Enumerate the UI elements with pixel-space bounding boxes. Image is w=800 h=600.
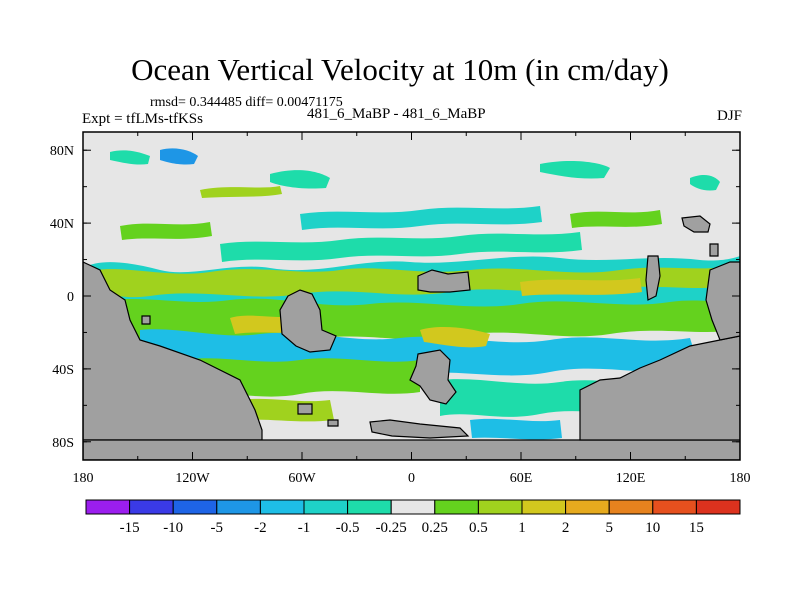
colorbar-label: 2 — [562, 520, 570, 536]
land-east-asia — [705, 261, 740, 341]
colorbar-swatch — [85, 499, 131, 515]
field-patch-17 — [300, 206, 542, 230]
colorbar-swatch — [521, 499, 567, 515]
land-island-2 — [409, 349, 457, 405]
field-patch-6 — [420, 327, 490, 348]
y-tick-label: 0 — [67, 290, 74, 305]
colorbar-swatch — [303, 499, 349, 515]
colorbar-label: 15 — [689, 520, 704, 536]
colorbar-label: 1 — [518, 520, 526, 536]
stats-line: rmsd= 0.344485 diff= 0.00471175 — [150, 95, 343, 110]
case-label: 481_6_MaBP - 481_6_MaBP — [307, 106, 486, 122]
axes: 180 120W 60W 0 60E 120E 180 80N 40N 0 40S 80S — [50, 132, 751, 486]
colorbar-swatch — [172, 499, 218, 515]
land-north-africa-block — [279, 289, 337, 353]
land-island-7 — [141, 315, 151, 325]
field-patch-15 — [690, 175, 720, 191]
land-island-5 — [369, 419, 470, 439]
land-south-america — [83, 261, 263, 441]
land-australia-region — [579, 335, 740, 441]
field-layer — [83, 148, 740, 460]
season-label: DJF — [716, 108, 742, 124]
colorbar-swatch — [565, 499, 610, 515]
colorbar-label: -0.5 — [336, 520, 360, 536]
colorbar: -15 -10 -5 -2 -1 -0.5 -0.25 0.25 0.5 1 2 5 10 15 — [85, 499, 741, 536]
y-tick-label: 40S — [52, 363, 74, 378]
colorbar-label: 10 — [645, 520, 660, 536]
land-island-9 — [709, 243, 719, 257]
x-tick-label: 180 — [73, 471, 94, 486]
colorbar-label: -5 — [211, 520, 224, 536]
colorbar-label: -10 — [163, 520, 183, 536]
colorbar-swatch — [216, 499, 261, 515]
field-patch-11 — [470, 418, 562, 440]
land-island-8 — [327, 419, 339, 427]
land-antarctica — [83, 439, 740, 460]
colorbar-label: 0.25 — [422, 520, 448, 536]
land-island-6 — [297, 403, 313, 415]
field-patch-18 — [120, 222, 212, 240]
colorbar-label: -0.25 — [376, 520, 407, 536]
x-tick-label: 60W — [288, 471, 316, 486]
colorbar-label: -1 — [298, 520, 311, 536]
land-island-3 — [645, 255, 661, 301]
colorbar-label: -2 — [254, 520, 267, 536]
colorbar-label: -15 — [120, 520, 140, 536]
colorbar-swatch — [259, 499, 305, 515]
colorbar-label: 5 — [605, 520, 613, 536]
y-tick-label: 80N — [50, 144, 74, 159]
colorbar-label: 0.5 — [469, 520, 488, 536]
field-patch-19 — [570, 210, 662, 228]
field-patch-16 — [200, 186, 282, 198]
colorbar-swatch — [390, 499, 436, 515]
colorbar-swatch — [652, 499, 697, 515]
y-tick-label: 80S — [52, 436, 74, 451]
field-patch-13 — [270, 170, 330, 189]
colorbar-swatch — [129, 499, 174, 515]
field-patch-7 — [520, 278, 642, 296]
experiment-label: Expt = tfLMs-tfKSs — [82, 111, 203, 127]
colorbar-swatch — [434, 499, 479, 515]
colorbar-swatch — [347, 499, 392, 515]
field-patch-14 — [540, 161, 610, 179]
x-tick-label: 0 — [408, 471, 415, 486]
x-tick-label: 180 — [730, 471, 751, 486]
colorbar-swatch — [608, 499, 654, 515]
land-island-1 — [417, 269, 471, 293]
colorbar-swatch — [477, 499, 523, 515]
field-patch-20 — [220, 232, 582, 262]
x-tick-label: 120E — [616, 471, 646, 486]
field-patch-21 — [160, 148, 198, 165]
x-tick-label: 60E — [510, 471, 533, 486]
land-island-4 — [681, 215, 711, 233]
field-patch-12 — [110, 150, 150, 165]
x-tick-label: 120W — [175, 471, 210, 486]
colorbar-swatch — [695, 499, 741, 515]
chart-title: Ocean Vertical Velocity at 10m (in cm/da… — [131, 52, 669, 87]
y-tick-label: 40N — [50, 217, 74, 232]
